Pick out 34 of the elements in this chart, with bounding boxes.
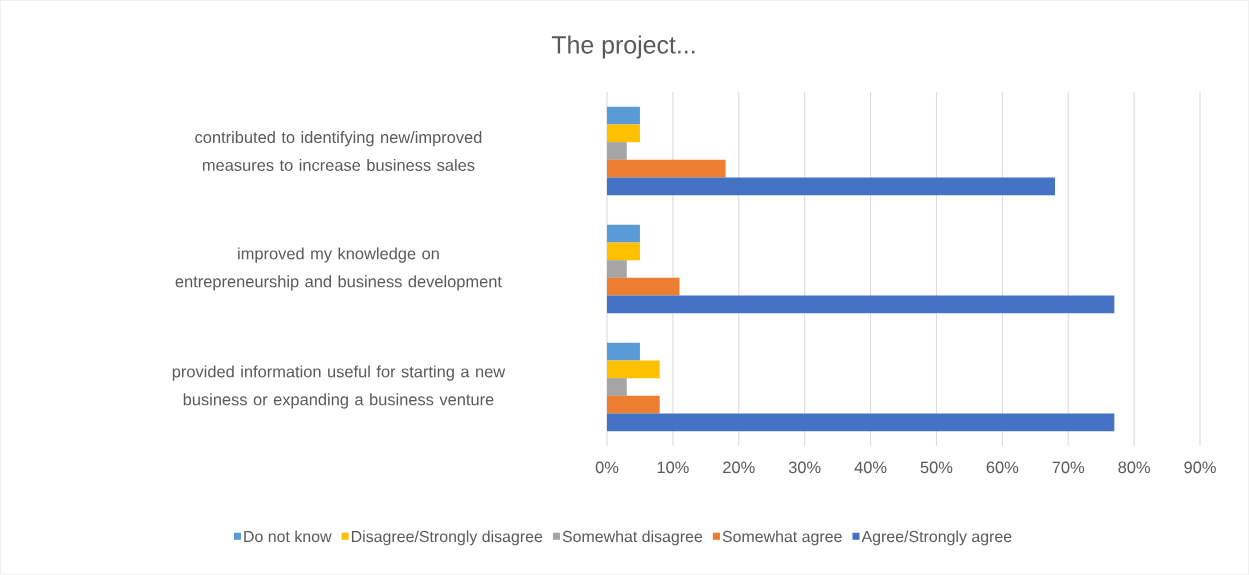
bar [607,260,627,278]
x-tick-label: 90% [1184,461,1216,474]
x-tick-label: 30% [788,461,821,474]
bar [607,224,640,243]
x-tick-label: 80% [1118,461,1150,474]
bar [607,395,660,414]
chart-title: The project... [551,35,695,59]
bar [607,342,640,361]
x-tick-label: 60% [986,461,1019,474]
y-tick-label: contributed to identifying new/improved measures to increase business sales [195,131,482,171]
legend-label: Do not know [244,530,332,543]
x-tick-label: 20% [723,461,755,474]
y-tick-label: improved my knowledge on entrepreneurship and business development [175,247,502,291]
bar [607,277,680,296]
legend-label: Agree/Strongly agree [861,530,1012,546]
x-tick-label: 50% [920,461,953,474]
bar [607,360,660,379]
bar [607,413,1115,432]
bar [607,295,1115,314]
x-tick-label: 40% [854,461,887,474]
bar [607,159,726,178]
x-tick-label: 10% [657,461,689,474]
bar [607,378,627,396]
bar [607,106,640,125]
bar [607,242,640,261]
legend-label: Somewhat agree [722,530,842,546]
x-tick-label: 70% [1052,461,1085,474]
legend-label: Disagree/Strongly disagree [351,530,543,546]
bar [607,124,640,143]
legend-label: Somewhat disagree [562,530,703,546]
bar [607,177,1056,196]
bar [607,142,627,160]
x-tick-label: 0% [595,461,619,474]
y-tick-label: provided information useful for starting a new business or expanding a business venture [172,365,506,409]
